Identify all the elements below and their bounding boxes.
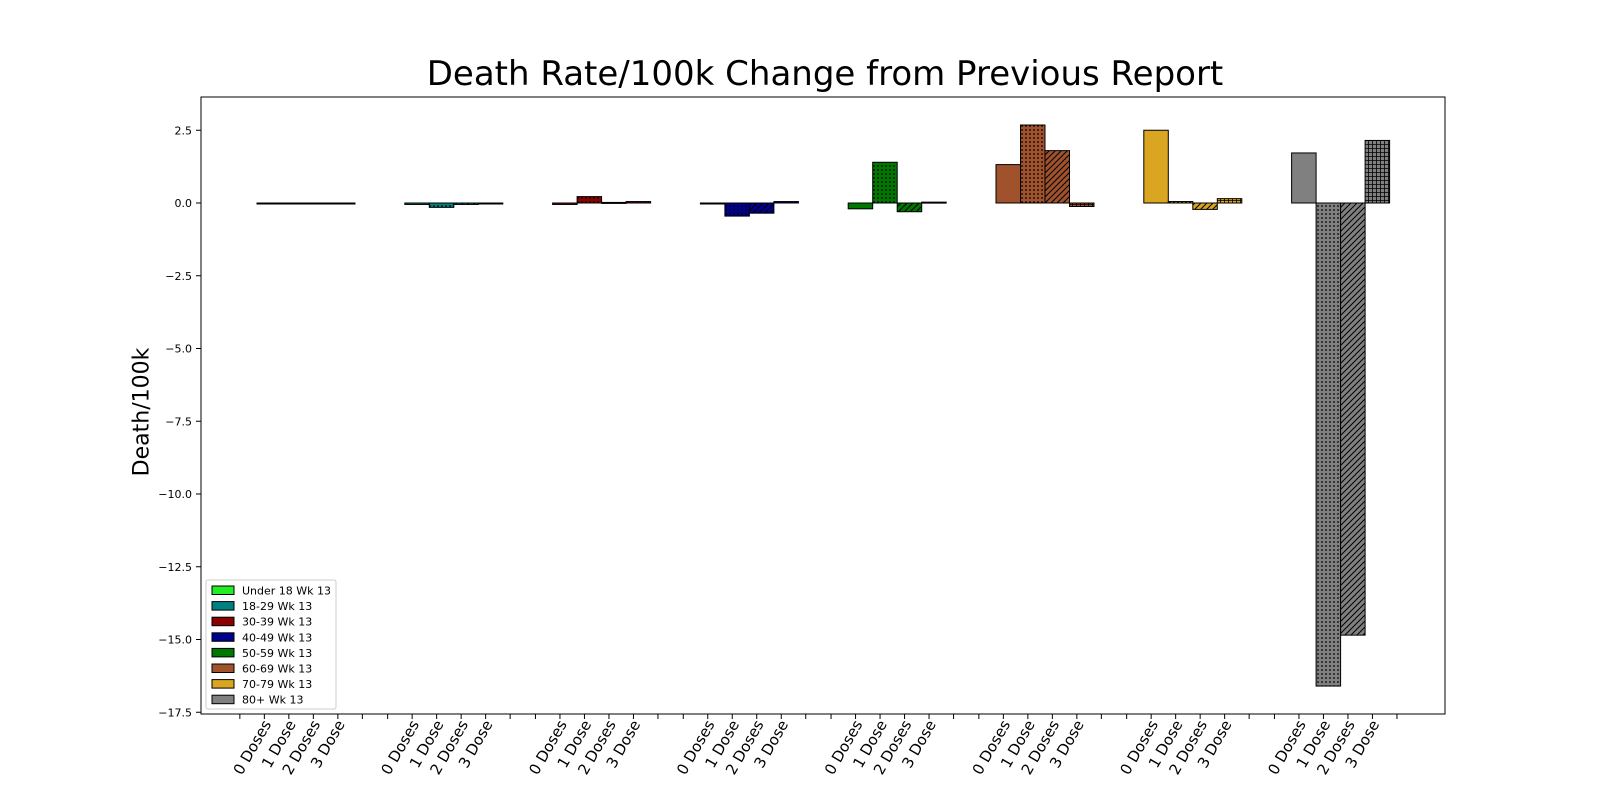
y-tick-label: −17.5 — [158, 706, 192, 719]
bar-hatch — [1192, 203, 1218, 210]
bar-outline — [748, 202, 775, 214]
y-tick-label: −12.5 — [158, 561, 192, 574]
y-tick-label: 0.0 — [175, 197, 193, 210]
bar-hatch — [749, 203, 774, 214]
bar-hatch — [1020, 125, 1045, 203]
legend-swatch — [211, 585, 235, 595]
y-tick-label: −15.0 — [158, 634, 192, 647]
bar-hatch — [429, 203, 454, 208]
legend-swatch — [211, 663, 235, 673]
legend-swatch — [211, 616, 235, 627]
bar-outline — [330, 202, 356, 205]
bar-outline — [1069, 202, 1095, 207]
plot-frame — [200, 96, 1446, 715]
bar-outline — [1291, 152, 1317, 204]
bar-outline — [1216, 198, 1243, 204]
bar-hatch — [1340, 203, 1366, 636]
bar-outline — [601, 201, 627, 204]
bar-hatch — [724, 203, 750, 217]
bar-outline — [1167, 201, 1194, 204]
legend-label: Under 18 Wk 13 — [242, 585, 331, 598]
legend-label: 50-59 Wk 13 — [242, 647, 312, 660]
bar-outline — [477, 202, 504, 205]
bar-outline — [576, 196, 603, 204]
chart-title: Death Rate/100k Change from Previous Rep… — [426, 54, 1224, 94]
bar-outline — [1364, 139, 1391, 204]
bar-outline — [305, 202, 331, 205]
bar-hatch — [773, 201, 799, 203]
y-tick-label: −7.5 — [165, 415, 192, 428]
bar-outline — [699, 202, 726, 205]
bar-hatch — [872, 162, 898, 203]
bar-outline — [773, 201, 799, 204]
bar-outline — [1044, 150, 1070, 204]
bar-outline — [896, 202, 923, 213]
legend-swatch — [211, 679, 235, 689]
legend-swatch — [211, 694, 235, 705]
bar-outline — [872, 161, 898, 204]
y-axis: 2.5 0.0 −2.5 −5.0 −7.5 −10.0 −12.5 −15.0 −17.5 — [158, 124, 201, 719]
bar-hatch — [1045, 150, 1070, 203]
y-tick-label: −10.0 — [158, 488, 192, 501]
bar — [848, 203, 873, 209]
legend-label: 60-69 Wk 13 — [242, 663, 312, 676]
bar-outline — [552, 202, 578, 205]
bar-outline — [847, 202, 874, 210]
bar-hatch — [1168, 201, 1193, 203]
bar-hatch — [1217, 198, 1242, 203]
legend-swatch — [211, 601, 235, 611]
bar-outline — [625, 201, 652, 204]
legend-label: 80+ Wk 13 — [242, 694, 303, 707]
bar-hatch — [1365, 140, 1390, 203]
bar-outline — [428, 202, 455, 208]
y-tick-label: −5.0 — [165, 343, 192, 356]
bar-outline — [256, 202, 282, 205]
bar-hatch — [1316, 203, 1341, 687]
y-tick-label: −2.5 — [165, 270, 192, 283]
legend: Under 18 Wk 13 18-29 Wk 13 30-39 Wk 13 40-4… — [205, 579, 337, 710]
bar-outline — [1192, 202, 1218, 210]
bars-layer — [256, 124, 1391, 687]
bar — [552, 203, 578, 205]
legend-label: 40-49 Wk 13 — [242, 631, 312, 644]
bar-hatch — [453, 203, 479, 205]
bar — [1143, 130, 1169, 203]
bar — [404, 203, 430, 205]
legend-label: 18-29 Wk 13 — [242, 600, 312, 613]
bar-hatch — [897, 203, 922, 212]
legend-label: 30-39 Wk 13 — [242, 616, 312, 629]
bar — [1291, 152, 1317, 203]
legend-label: 70-79 Wk 13 — [242, 678, 312, 691]
y-tick-label: 2.5 — [175, 124, 193, 137]
bar-outline — [1143, 129, 1169, 204]
bar-outline — [1340, 202, 1366, 636]
bar-hatch — [1069, 203, 1094, 207]
legend-swatch — [211, 647, 235, 658]
bar-hatch — [626, 201, 651, 203]
bar-outline — [281, 202, 307, 205]
legend-swatch — [211, 632, 235, 642]
bar-hatch — [577, 196, 602, 203]
legend-box — [205, 579, 337, 710]
bar — [996, 164, 1021, 203]
bar-outline — [921, 201, 947, 204]
